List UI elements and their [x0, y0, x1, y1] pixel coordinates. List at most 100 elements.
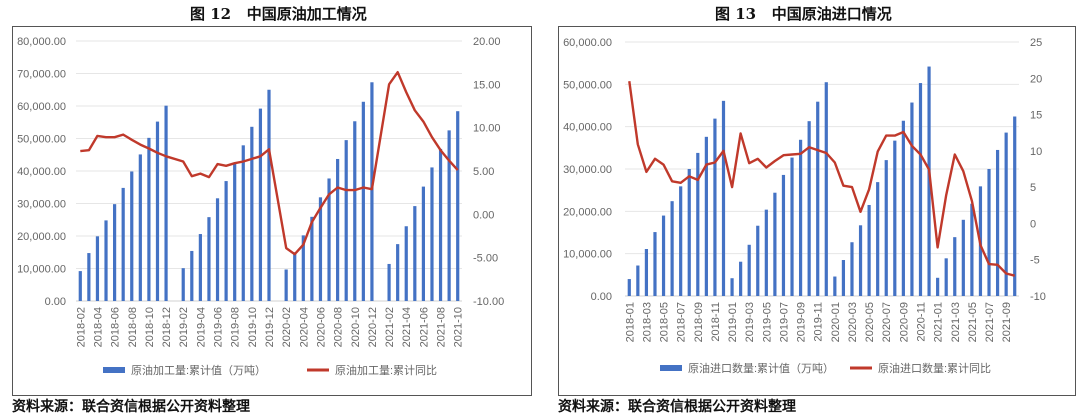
y-tick-right: 0.00	[473, 209, 494, 221]
y-tick-left: 0.00	[45, 296, 66, 308]
bar	[884, 160, 888, 296]
y-tick-right: -10	[1030, 291, 1046, 303]
x-tick: 2019-06	[213, 307, 225, 347]
y-tick-left: 20,000.00	[563, 206, 612, 218]
bar	[773, 192, 777, 296]
bar	[1004, 132, 1008, 296]
bar	[78, 271, 82, 301]
bar	[121, 187, 125, 301]
bar	[353, 121, 357, 302]
bar	[447, 130, 451, 301]
source-note-left: 资料来源：联合资信根据公开资料整理	[12, 399, 250, 415]
bar	[198, 234, 202, 301]
y-tick-right: 25	[1030, 37, 1042, 49]
bar	[318, 197, 323, 301]
line-series	[80, 70, 459, 256]
y-tick-left: 30,000.00	[17, 199, 66, 211]
bar	[215, 198, 220, 301]
x-tick: 2019-05	[761, 302, 773, 342]
x-tick: 2021-05	[967, 302, 979, 342]
y-tick-left: 20,000.00	[17, 231, 66, 243]
bar	[850, 242, 854, 296]
bar	[1013, 116, 1017, 296]
bar	[233, 163, 237, 301]
x-tick: 2020-11	[916, 302, 928, 342]
chart-title-right: 图 13 中国原油进口情况	[715, 5, 892, 23]
y-tick-right: -5.00	[473, 253, 498, 265]
bar	[764, 209, 768, 296]
bar	[438, 148, 443, 301]
bar	[721, 100, 726, 297]
bar	[190, 250, 194, 301]
bar	[970, 203, 974, 296]
bar	[113, 204, 117, 301]
x-tick: 2018-10	[144, 307, 156, 347]
x-tick: 2018-05	[659, 302, 671, 342]
y-tick-left: 60,000.00	[17, 101, 66, 113]
bar	[687, 169, 691, 296]
bar	[807, 121, 811, 296]
x-tick: 2021-09	[1001, 302, 1013, 342]
chart-left	[12, 26, 532, 396]
y-tick-left: 0.00	[591, 291, 612, 303]
bar	[953, 237, 957, 296]
bar	[293, 252, 297, 301]
bar	[95, 236, 100, 301]
legend-label-line: 原油进口数量:累计同比	[878, 361, 991, 375]
bar	[730, 278, 734, 296]
x-tick: 2018-02	[75, 307, 87, 347]
bar	[995, 149, 1000, 296]
bar	[155, 121, 160, 301]
bar	[936, 277, 940, 296]
x-tick: 2019-01	[727, 302, 739, 342]
bar	[130, 171, 134, 301]
bar	[713, 118, 717, 296]
x-tick: 2020-05	[864, 302, 876, 342]
x-tick: 2020-08	[333, 307, 345, 347]
bar	[456, 111, 460, 301]
legend-label-bar: 原油进口数量:累计值（万吨）	[688, 361, 834, 375]
bar	[841, 260, 846, 296]
x-tick: 2021-02	[384, 307, 396, 347]
y-tick-left: 60,000.00	[563, 37, 612, 49]
bar	[258, 108, 263, 301]
bar	[104, 220, 108, 301]
bar	[696, 152, 700, 296]
y-tick-right: 15	[1030, 110, 1042, 122]
bar	[944, 258, 948, 296]
bar	[301, 235, 305, 301]
bar	[987, 169, 991, 296]
bar	[653, 232, 657, 296]
bar	[644, 249, 649, 296]
x-tick: 2018-04	[92, 307, 104, 347]
bar	[670, 201, 674, 296]
bar	[876, 182, 880, 296]
bar	[901, 120, 905, 297]
bar	[404, 226, 408, 301]
x-tick: 2019-02	[178, 307, 190, 347]
bar	[421, 186, 425, 301]
x-tick: 2021-08	[436, 307, 448, 347]
x-tick: 2018-08	[127, 307, 139, 347]
x-tick: 2021-04	[401, 307, 413, 347]
y-tick-right: -5	[1030, 255, 1040, 267]
bar	[370, 82, 374, 302]
bar	[747, 244, 751, 296]
bar	[781, 174, 786, 296]
y-tick-right: 20.00	[473, 36, 501, 48]
x-tick: 2019-12	[264, 307, 276, 347]
y-tick-right: 10.00	[473, 123, 501, 135]
y-tick-right: 20	[1030, 73, 1042, 85]
x-tick: 2018-07	[676, 302, 688, 342]
bar	[867, 204, 871, 296]
x-tick: 2020-04	[298, 307, 310, 347]
bar	[413, 206, 417, 301]
bar	[327, 178, 331, 301]
bar	[661, 215, 666, 296]
x-tick: 2018-06	[110, 307, 122, 347]
y-tick-right: 10	[1030, 146, 1042, 158]
source-note-right: 资料来源：联合资信根据公开资料整理	[558, 399, 796, 415]
x-tick: 2020-03	[847, 302, 859, 342]
y-tick-left: 80,000.00	[17, 36, 66, 48]
